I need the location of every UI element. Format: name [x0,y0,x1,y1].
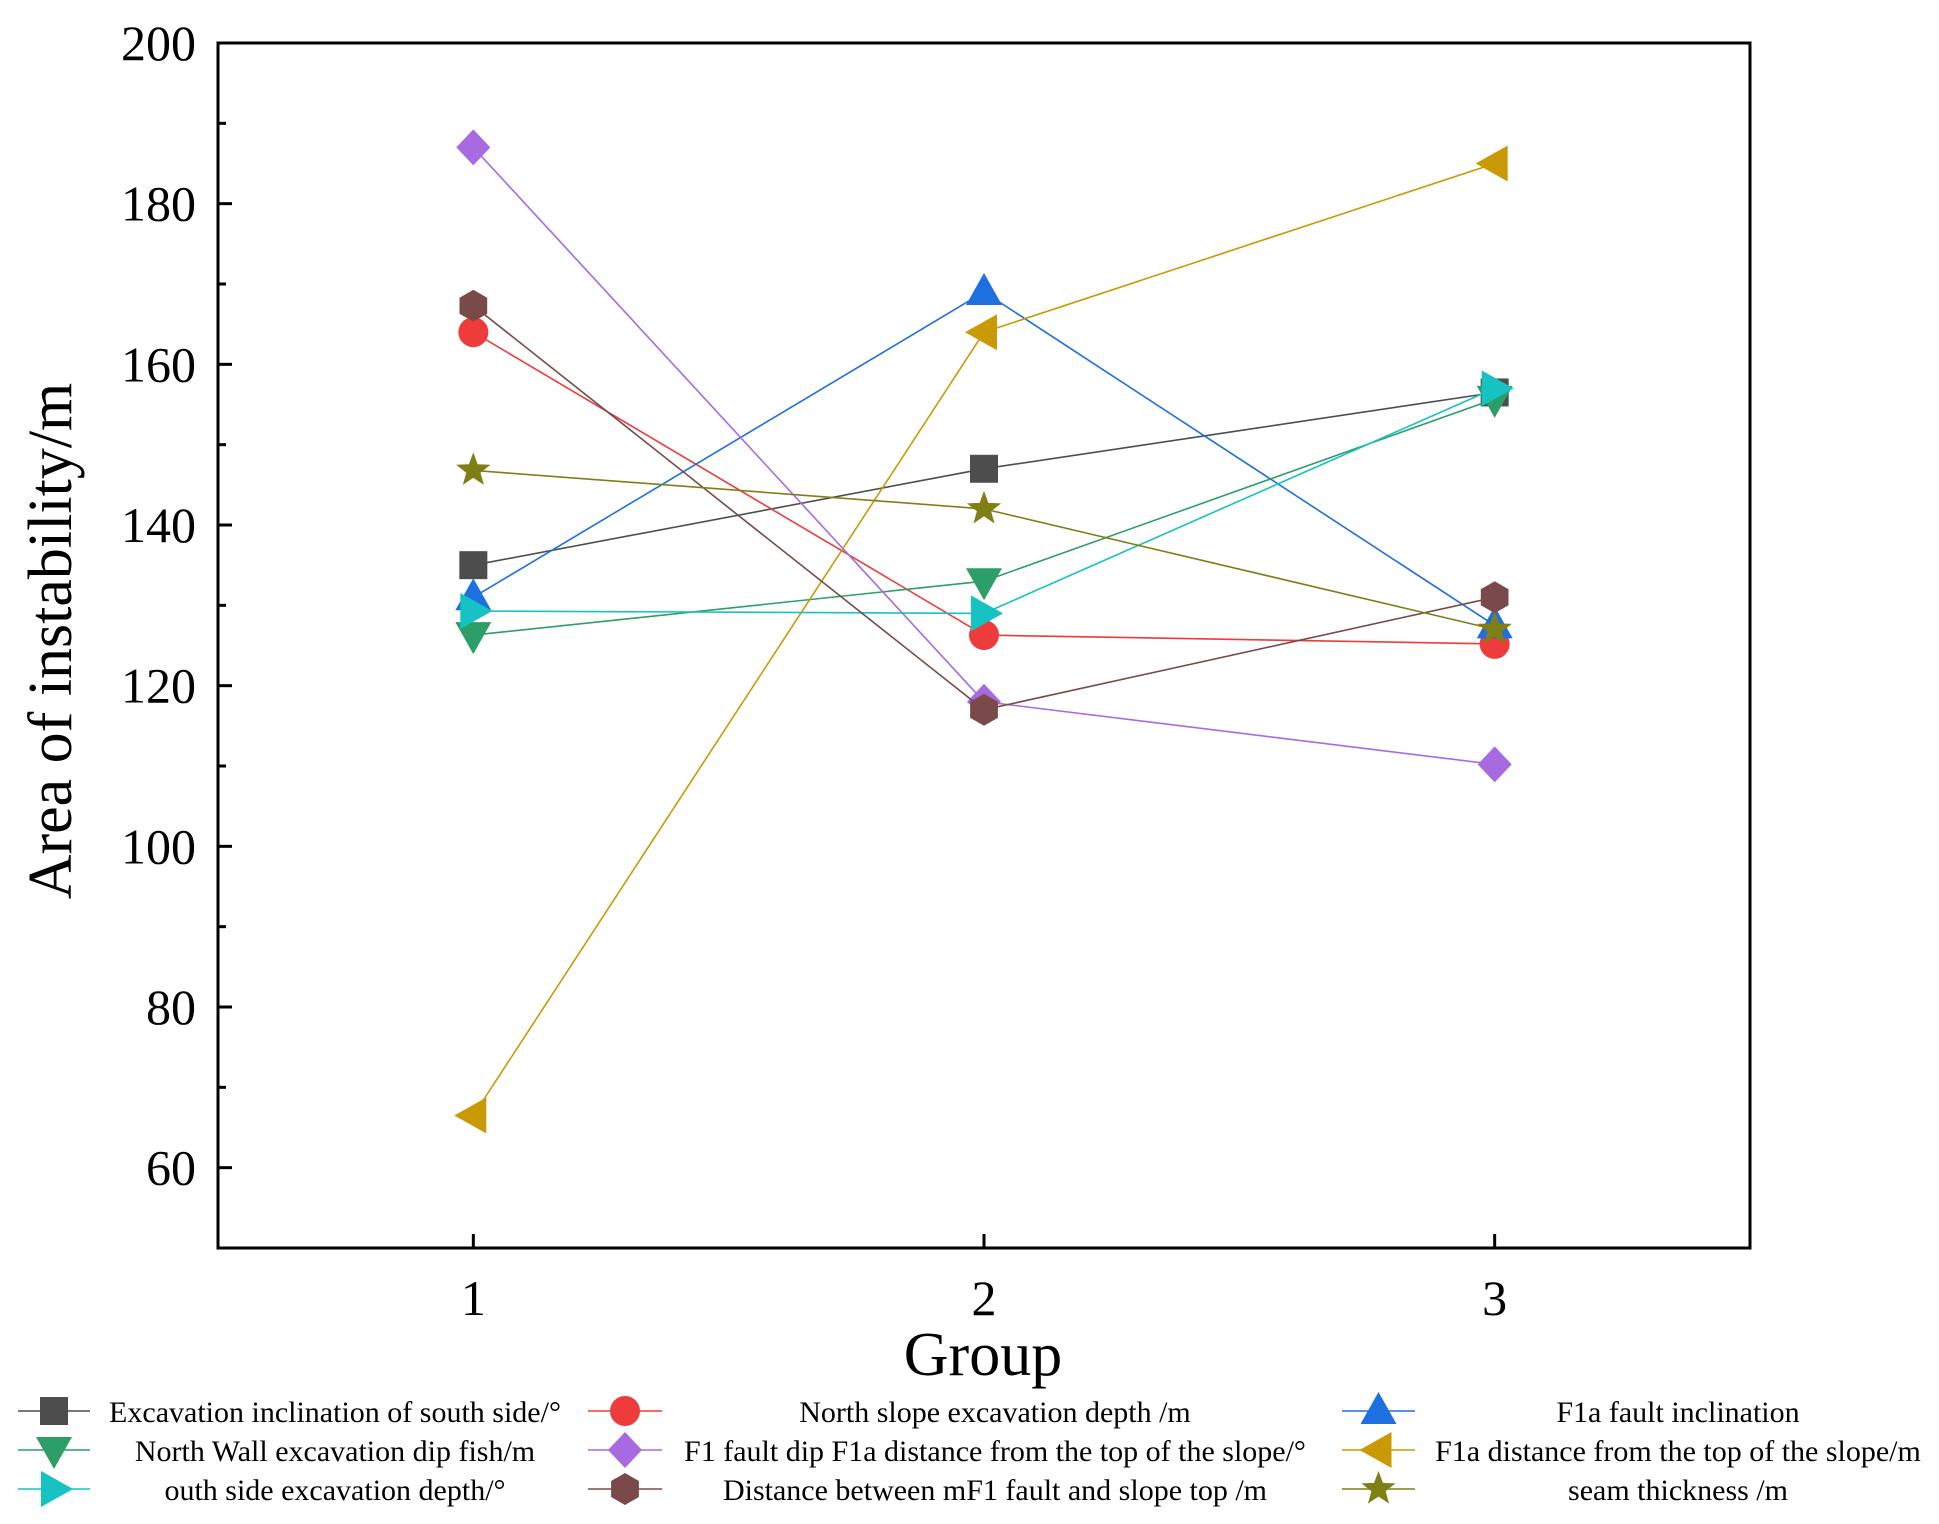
data-point-diamond [456,129,491,166]
y-tick-label: 100 [121,818,196,874]
legend-marker-triangle-left [1359,1432,1392,1468]
legend-label: F1a fault inclination [1556,1396,1799,1429]
legend-marker-diamond [608,1432,642,1468]
legend-item: outh side excavation depth/° [18,1471,506,1507]
data-point-star [1477,611,1512,644]
legend-item: North Wall excavation dip fish/m [18,1435,535,1469]
series-9 [456,452,1512,644]
series-6 [454,145,1508,1134]
y-tick-label: 140 [121,497,196,553]
legend-item: seam thickness /m [1342,1471,1788,1507]
x-tick-label: 1 [461,1270,486,1326]
data-point-star [966,490,1002,524]
data-point-triangle-right [971,595,1003,632]
data-point-triangle-right [1481,370,1514,407]
data-point-triangle-left [454,1097,487,1134]
legend-label: North slope excavation depth /m [799,1396,1191,1429]
data-point-triangle-left [965,314,997,351]
legend-item: F1a distance from the top of the slope/m [1342,1432,1921,1468]
legend-label: Distance between mF1 fault and slope top… [723,1474,1267,1507]
data-point-diamond [1477,746,1512,783]
series-7 [460,370,1514,632]
legend-label: F1 fault dip F1a distance from the top o… [684,1435,1306,1468]
y-tick-label: 160 [121,336,196,392]
y-tick-label: 200 [121,15,196,71]
legend-label: F1a distance from the top of the slope/m [1435,1435,1921,1468]
x-axis-title: Group [904,1321,1062,1389]
legend-item: F1a fault inclination [1342,1392,1800,1429]
series-1 [459,378,1509,580]
data-point-hexagon [1480,581,1509,614]
data-point-triangle-down [455,622,492,655]
legend-marker-circle [610,1396,640,1426]
series-8 [459,289,1509,726]
x-tick-label: 2 [972,1270,997,1326]
legend-marker-triangle-up [1360,1392,1397,1424]
data-point-triangle-left [1475,145,1508,182]
data-point-hexagon [459,289,488,322]
legend-marker-star [1361,1471,1396,1504]
axis-ticks: 60 80 100 120 140 160 180 200 1 2 3 [121,15,1507,1326]
legend-marker-triangle-right [41,1471,73,1507]
legend-label: seam thickness /m [1568,1474,1788,1507]
y-tick-label: 180 [121,176,196,232]
legend-item: North slope excavation depth /m [588,1396,1191,1429]
legend-marker-triangle-down [36,1437,72,1469]
y-tick-label: 120 [121,658,196,714]
y-tick-label: 60 [146,1140,196,1196]
legend-marker-hexagon [611,1473,639,1505]
data-point-triangle-right [460,593,493,629]
y-axis-title: Area of instability/m [17,383,85,900]
data-point-triangle-down [966,568,1002,601]
series-layer [454,129,1514,1134]
legend: Excavation inclination of south side/° No… [18,1392,1921,1507]
legend-item: Distance between mF1 fault and slope top… [588,1473,1267,1507]
data-point-star [456,452,491,485]
data-point-square [459,551,488,580]
data-point-hexagon [970,693,998,726]
data-point-triangle-up [966,273,1002,305]
legend-label: Excavation inclination of south side/° [109,1396,561,1429]
y-tick-label: 80 [146,979,196,1035]
legend-item: Excavation inclination of south side/° [18,1396,561,1429]
legend-label: outh side excavation depth/° [164,1474,505,1507]
data-point-square [970,454,998,483]
x-tick-label: 3 [1482,1270,1507,1326]
legend-label: North Wall excavation dip fish/m [135,1435,535,1468]
data-point-circle [458,317,489,348]
legend-marker-square [40,1397,68,1425]
legend-item: F1 fault dip F1a distance from the top o… [588,1432,1306,1468]
